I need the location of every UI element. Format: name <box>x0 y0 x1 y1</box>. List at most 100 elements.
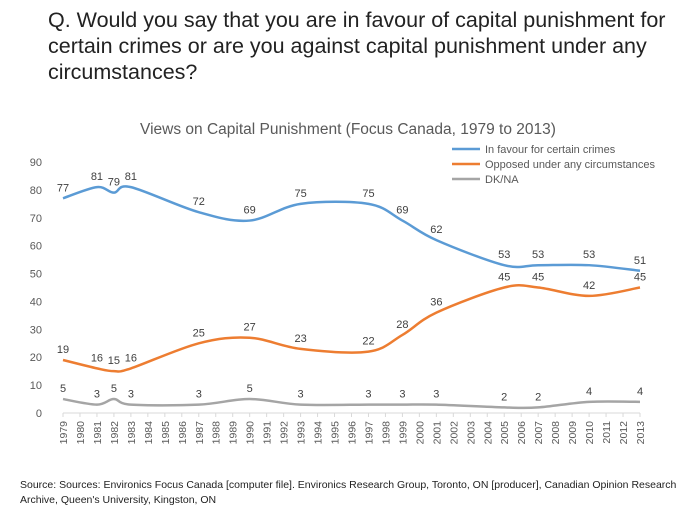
data-label: 15 <box>108 355 120 367</box>
source-note: Source: Sources: Environics Focus Canada… <box>20 479 677 506</box>
data-label: 2 <box>535 391 541 403</box>
data-label: 81 <box>91 171 103 183</box>
x-tick-label: 1998 <box>380 421 392 445</box>
data-label: 5 <box>247 383 253 395</box>
x-tick-label: 1988 <box>211 421 223 445</box>
x-tick-label: 1985 <box>160 421 172 445</box>
data-label: 51 <box>634 255 646 267</box>
x-tick-label: 1992 <box>279 421 291 445</box>
y-tick-label: 20 <box>30 352 42 364</box>
y-tick-label: 90 <box>30 157 42 169</box>
data-label: 75 <box>362 188 374 200</box>
x-tick-label: 1984 <box>143 421 155 445</box>
x-tick-label: 1979 <box>58 421 70 445</box>
data-label: 3 <box>128 389 134 401</box>
x-tick-label: 2013 <box>635 421 647 445</box>
x-tick-label: 2005 <box>499 421 511 445</box>
y-tick-label: 0 <box>36 408 42 420</box>
data-label: 3 <box>298 389 304 401</box>
x-tick-label: 1983 <box>126 421 138 445</box>
x-tick-label: 2011 <box>601 421 613 444</box>
data-label: 42 <box>583 280 595 292</box>
data-label: 19 <box>57 344 69 356</box>
y-tick-label: 80 <box>30 185 42 197</box>
x-tick-label: 1995 <box>330 421 342 445</box>
series-line-dk-na <box>62 397 641 410</box>
data-label: 5 <box>111 383 117 395</box>
data-label: 53 <box>532 249 544 261</box>
x-tick-label: 2006 <box>516 421 528 445</box>
x-tick-label: 2010 <box>584 421 596 445</box>
x-tick-label: 2012 <box>618 421 630 445</box>
y-tick-label: 10 <box>30 380 42 392</box>
x-tick-label: 1996 <box>347 421 359 445</box>
chart-legend: In favour for certain crimes Opposed unde… <box>452 144 655 186</box>
chart-title: Views on Capital Punishment (Focus Canad… <box>140 121 556 138</box>
y-tick-label: 60 <box>30 241 42 253</box>
y-tick-label: 30 <box>30 324 42 336</box>
legend-label: In favour for certain crimes <box>485 144 616 156</box>
series-line-opposed-under-any-circumstances <box>62 284 641 373</box>
data-label: 69 <box>396 205 408 217</box>
data-label: 23 <box>294 333 306 345</box>
x-tick-label: 1987 <box>194 421 206 445</box>
legend-label: DK/NA <box>485 174 519 186</box>
data-label: 53 <box>498 249 510 261</box>
data-label: 45 <box>532 272 544 284</box>
x-tick-label: 2001 <box>431 421 443 445</box>
data-label: 2 <box>501 391 507 403</box>
x-tick-label: 1994 <box>313 421 325 445</box>
data-label: 69 <box>244 205 256 217</box>
x-tick-label: 2008 <box>550 421 562 445</box>
x-tick-label: 1982 <box>109 421 121 445</box>
x-tick-label: 1999 <box>397 421 409 445</box>
data-label: 45 <box>498 272 510 284</box>
data-label: 4 <box>586 386 592 398</box>
x-tick-label: 2003 <box>465 421 477 445</box>
data-label: 3 <box>433 389 439 401</box>
x-tick-label: 1990 <box>245 421 257 445</box>
data-label: 3 <box>365 389 371 401</box>
data-label: 3 <box>399 389 405 401</box>
x-tick-label: 2004 <box>482 421 494 445</box>
data-label: 79 <box>108 177 120 189</box>
data-label: 22 <box>362 336 374 348</box>
data-label: 75 <box>294 188 306 200</box>
data-label: 16 <box>91 352 103 364</box>
capital-punishment-line-chart: Views on Capital Punishment (Focus Canad… <box>30 121 656 444</box>
x-tick-label: 1986 <box>177 421 189 445</box>
data-label: 3 <box>196 389 202 401</box>
data-label: 77 <box>57 182 69 194</box>
data-label: 36 <box>430 297 442 309</box>
data-label: 3 <box>94 389 100 401</box>
x-tick-label: 1997 <box>363 421 375 445</box>
x-tick-label: 1980 <box>75 421 87 445</box>
data-label: 5 <box>60 383 66 395</box>
series-line-in-favour-for-certain-crimes <box>62 185 641 273</box>
data-label: 53 <box>583 249 595 261</box>
x-tick-label: 2002 <box>448 421 460 445</box>
question-text: Q. Would you say that you are in favour … <box>48 8 666 84</box>
x-tick-label: 2009 <box>567 421 579 445</box>
legend-label: Opposed under any circumstances <box>485 159 655 171</box>
x-tick-label: 2007 <box>533 421 545 445</box>
data-label: 27 <box>244 322 256 334</box>
data-label: 62 <box>430 224 442 236</box>
data-label: 72 <box>193 196 205 208</box>
data-label: 28 <box>396 319 408 331</box>
x-tick-label: 2000 <box>414 421 426 445</box>
data-label: 4 <box>637 386 643 398</box>
data-label: 45 <box>634 272 646 284</box>
x-tick-label: 1993 <box>296 421 308 445</box>
data-label: 25 <box>193 327 205 339</box>
y-tick-label: 70 <box>30 213 42 225</box>
data-label: 81 <box>125 171 137 183</box>
x-tick-label: 1989 <box>228 421 240 445</box>
y-tick-label: 50 <box>30 269 42 281</box>
x-tick-label: 1991 <box>262 421 274 445</box>
x-tick-label: 1981 <box>92 421 104 445</box>
y-tick-label: 40 <box>30 296 42 308</box>
data-label: 16 <box>125 352 137 364</box>
